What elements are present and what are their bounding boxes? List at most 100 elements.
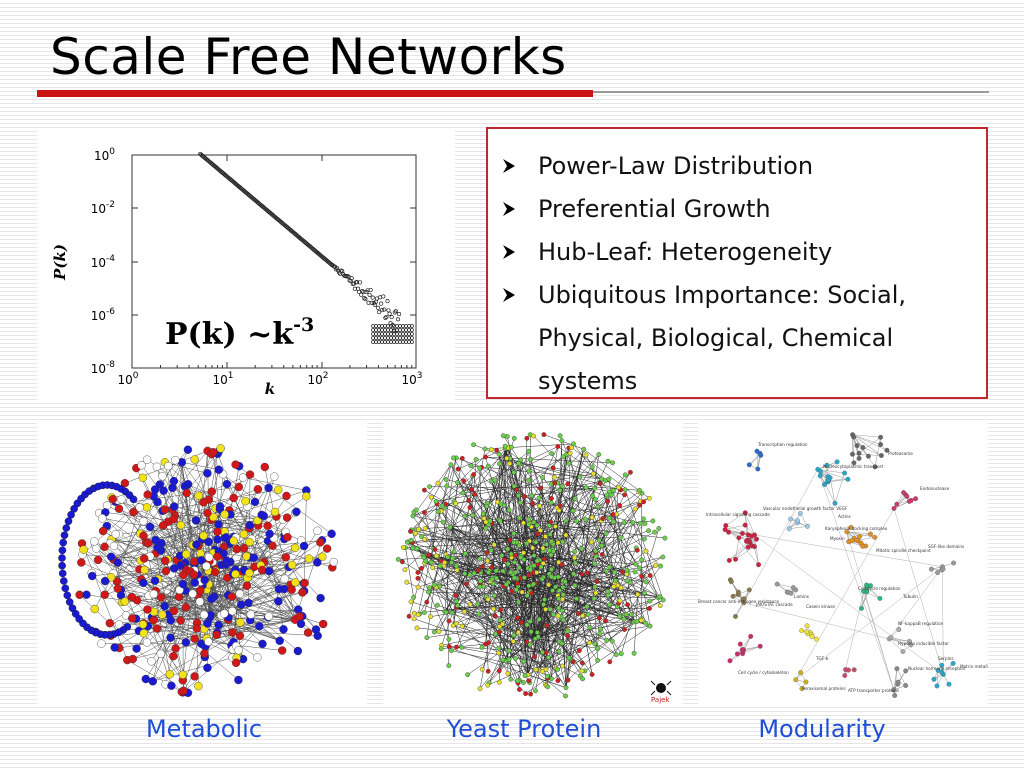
network-node — [250, 497, 260, 507]
network-node — [235, 589, 245, 599]
yeast-network-svg: Pajek — [395, 432, 672, 704]
network-node — [509, 588, 515, 594]
network-node — [506, 507, 512, 513]
plot-point — [368, 287, 373, 293]
network-edge — [743, 602, 890, 640]
network-edge — [433, 584, 547, 670]
network-edge — [509, 458, 538, 670]
network-node — [451, 549, 457, 554]
network-node — [496, 668, 502, 674]
network-node — [658, 563, 663, 569]
module-label: Lamins — [794, 594, 809, 599]
network-node — [519, 589, 525, 595]
network-node — [531, 519, 537, 525]
network-node — [621, 616, 627, 622]
network-node — [736, 535, 742, 541]
network-node — [424, 635, 430, 641]
network-node — [506, 656, 512, 662]
network-edge — [456, 586, 480, 608]
network-node — [864, 589, 870, 595]
network-node — [547, 606, 553, 612]
plot-point — [383, 336, 387, 340]
network-node — [788, 590, 794, 596]
network-node — [169, 564, 179, 573]
network-node — [428, 494, 434, 500]
network-node — [951, 560, 957, 566]
network-node — [526, 583, 532, 589]
plot-point — [333, 267, 338, 272]
network-node — [499, 552, 505, 558]
network-node — [804, 623, 810, 629]
network-node — [432, 546, 438, 552]
title-underline-red — [37, 90, 593, 97]
network-node — [726, 529, 732, 535]
network-edge — [455, 475, 474, 608]
network-node — [181, 603, 191, 612]
network-node — [570, 659, 576, 665]
network-node — [742, 510, 748, 516]
network-edge — [102, 518, 151, 528]
network-edge — [437, 482, 583, 672]
network-node — [92, 544, 101, 553]
network-node — [592, 584, 598, 590]
network-node — [727, 658, 733, 664]
network-node — [536, 495, 542, 501]
network-node — [549, 496, 554, 501]
network-node — [722, 527, 728, 533]
network-node — [213, 552, 222, 561]
network-edge — [889, 638, 904, 652]
network-node — [512, 559, 518, 565]
network-node — [799, 628, 805, 634]
network-node — [454, 563, 459, 569]
network-node — [483, 525, 489, 531]
network-node — [135, 503, 144, 512]
x-tick-label: 100 — [117, 371, 138, 387]
network-node — [610, 488, 616, 493]
network-node — [632, 506, 638, 512]
network-node — [856, 455, 862, 461]
formula-exponent: -3 — [293, 314, 314, 336]
network-node — [637, 565, 642, 571]
network-node — [402, 567, 408, 573]
network-edge — [451, 650, 537, 670]
network-node — [88, 571, 97, 581]
network-node — [138, 473, 148, 482]
network-node — [222, 556, 231, 566]
network-edge — [502, 540, 511, 660]
network-node — [822, 482, 827, 487]
network-node — [128, 654, 138, 664]
network-edge — [415, 509, 526, 676]
network-node — [512, 656, 518, 662]
module-label: Vascular endothelial growth factor VEGF — [763, 506, 848, 511]
network-edge — [846, 531, 871, 535]
network-node — [491, 542, 497, 548]
network-node — [444, 483, 450, 489]
bullet-item: Hub-Leaf: Heterogeneity — [488, 231, 986, 274]
network-node — [531, 581, 537, 587]
network-edge — [102, 530, 251, 615]
network-edge — [214, 571, 233, 612]
network-node — [489, 564, 494, 570]
network-node — [228, 628, 237, 637]
network-node — [329, 557, 338, 567]
network-node — [572, 555, 578, 561]
network-edge — [412, 515, 444, 523]
network-node — [415, 575, 421, 581]
network-node — [411, 594, 416, 600]
network-node — [793, 677, 799, 683]
network-node — [524, 622, 530, 628]
module-label: Transcription regulation — [757, 442, 808, 447]
network-node — [508, 569, 514, 575]
network-node — [622, 472, 628, 478]
network-edge — [449, 527, 552, 556]
network-node — [599, 543, 605, 549]
plot-point — [374, 340, 378, 344]
network-node — [590, 471, 596, 477]
network-node — [643, 579, 649, 585]
plot-point — [374, 328, 378, 332]
network-node — [560, 592, 566, 598]
network-node — [176, 520, 186, 530]
network-node — [804, 629, 809, 635]
network-node — [572, 496, 578, 502]
network-node — [229, 536, 238, 546]
